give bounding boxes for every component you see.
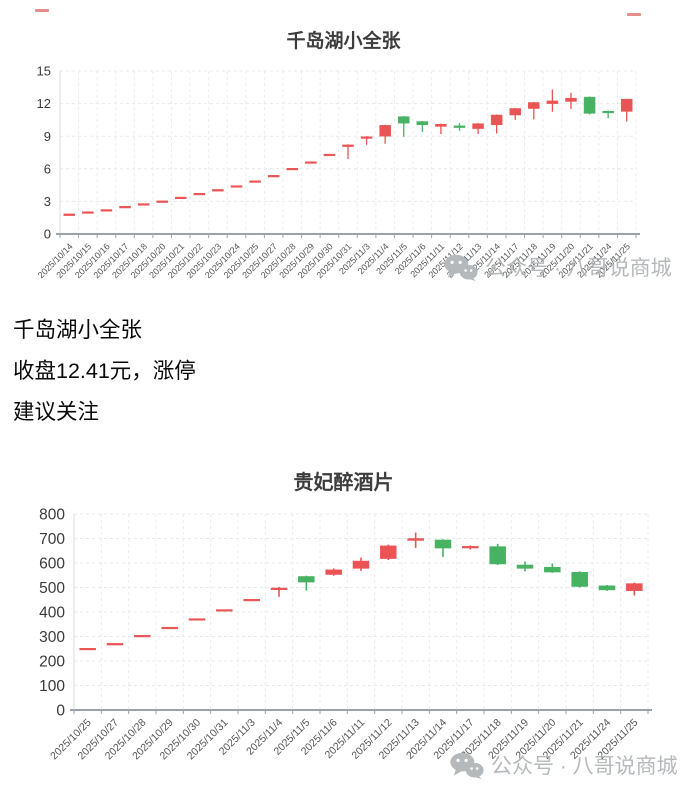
wechat-icon — [450, 752, 484, 779]
svg-text:300: 300 — [39, 629, 65, 646]
wechat-icon — [444, 254, 478, 281]
svg-text:6: 6 — [44, 161, 51, 176]
svg-text:800: 800 — [39, 506, 65, 523]
svg-text:15: 15 — [37, 64, 51, 79]
svg-text:500: 500 — [39, 580, 65, 597]
svg-text:600: 600 — [39, 555, 65, 572]
summary-line-close: 收盘12.41元，涨停 — [13, 359, 196, 383]
svg-text:400: 400 — [39, 604, 65, 621]
svg-text:3: 3 — [44, 194, 51, 209]
chart-title-qiandaohu: 千岛湖小全张 — [286, 31, 401, 52]
svg-text:0: 0 — [56, 702, 65, 719]
chart-title-guifei: 贵妃醉酒片 — [293, 472, 394, 494]
candlestick-chart-guifei: 01002003004005006007008002025/10/252025/… — [39, 506, 652, 762]
svg-text:9: 9 — [44, 129, 51, 144]
watermark: 公众号 · 八哥说商城 — [450, 750, 678, 780]
summary-line-advice: 建议关注 — [13, 400, 100, 424]
candlestick-chart-qiandaohu: 036912152025/10/142025/10/152025/10/1620… — [36, 64, 640, 280]
svg-text:12: 12 — [37, 96, 51, 111]
svg-text:100: 100 — [39, 678, 65, 695]
summary-text: 千岛湖小全张 收盘12.41元，涨停 建议关注 — [13, 310, 196, 433]
svg-text:0: 0 — [44, 227, 51, 242]
svg-text:700: 700 — [39, 531, 65, 548]
watermark-text: 公众号 · 八哥说商城 — [485, 257, 672, 280]
cropped-candle-fragment — [627, 13, 641, 16]
svg-text:200: 200 — [39, 653, 65, 670]
cropped-candle-fragment — [35, 9, 49, 12]
watermark-text: 公众号 · 八哥说商城 — [491, 755, 678, 778]
watermark: 公众号 · 八哥说商城 — [444, 252, 672, 282]
summary-line-title: 千岛湖小全张 — [13, 318, 143, 342]
